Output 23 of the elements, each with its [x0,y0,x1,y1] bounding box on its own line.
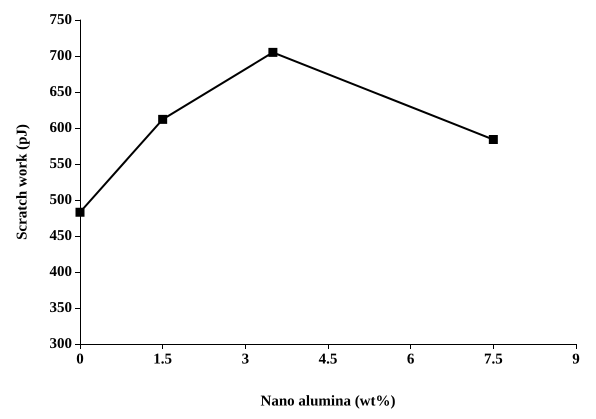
point [76,208,84,217]
y-tick-label: 650 [50,84,72,100]
y-axis-title: Scratch work (pJ) [14,124,30,240]
x-tick-label: 1.5 [153,352,172,368]
x-tick-label: 0 [76,352,84,368]
point [158,114,168,124]
x-tick-label: 3 [242,352,250,368]
x-tick-label: 7.5 [484,352,503,368]
x-tick-label: 9 [572,352,580,368]
x-tick-label: 4.5 [318,352,338,368]
point [488,135,498,144]
y-tick-label: 700 [50,48,72,64]
y-tick-label: 500 [50,192,72,208]
y-tick-label: 300 [50,336,72,352]
point [268,48,278,57]
y-tick-label: 550 [50,156,72,172]
y-tick-label: 400 [50,264,72,280]
x-axis-title: Nano alumina (wt%) [260,394,396,410]
y-tick-label: 750 [50,12,72,28]
y-tick-label: 450 [50,228,72,244]
x-tick-label: 6 [406,352,415,368]
y-tick-label: 350 [50,300,72,316]
y-tick-label: 600 [50,120,72,136]
